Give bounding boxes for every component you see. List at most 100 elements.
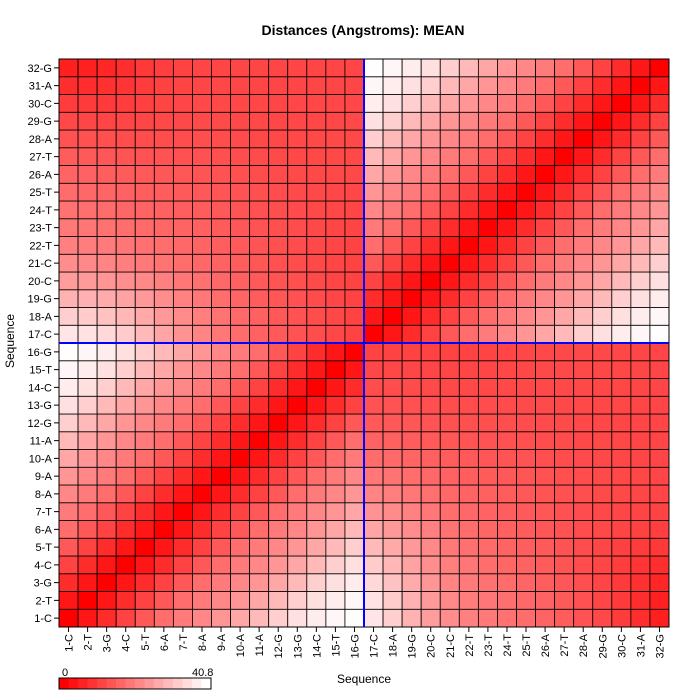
- heatmap-cell-25-T-5-T: [516, 537, 536, 557]
- heatmap-cell-29-G-26-A: [592, 165, 613, 184]
- heatmap-cell-18-A-23-T: [382, 218, 403, 237]
- heatmap-cell-7-T-16-G: [172, 342, 193, 362]
- heatmap-cell-22-T-6-A: [458, 520, 479, 539]
- heatmap-cell-17-C-20-C: [363, 271, 384, 291]
- heatmap-cell-17-C-28-A: [363, 129, 384, 149]
- heatmap-cell-8-A-17-C: [192, 324, 212, 344]
- heatmap-cell-14-C-32-G: [306, 58, 327, 78]
- heatmap-cell-11-A-23-T: [249, 218, 270, 237]
- heatmap-cell-7-T-30-C: [172, 94, 193, 113]
- heatmap-cell-24-T-9-A: [497, 466, 517, 486]
- heatmap-cell-23-T-2-T: [477, 591, 498, 610]
- heatmap-cell-1-C-11-A: [58, 431, 79, 450]
- heatmap-cell-16-G-11-A: [344, 431, 365, 450]
- heatmap-cell-14-C-10-A: [306, 449, 327, 468]
- heatmap-cell-30-C-18-A: [611, 307, 632, 326]
- heatmap-cell-4-C-24-T: [115, 200, 136, 220]
- heatmap-cell-30-C-23-T: [611, 218, 632, 237]
- x-tick-label: 31-A: [635, 633, 647, 657]
- heatmap-cell-2-T-1-C: [77, 608, 98, 628]
- heatmap-cell-24-T-4-C: [497, 555, 517, 575]
- heatmap-cell-9-A-10-A: [211, 449, 231, 468]
- x-tick-label: 30-C: [616, 634, 628, 658]
- heatmap-cell-3-G-21-C: [96, 253, 117, 273]
- y-tick-label: 7-T: [36, 507, 53, 519]
- heatmap-cell-21-C-6-A: [439, 520, 460, 539]
- heatmap-cell-29-G-30-C: [592, 94, 613, 113]
- heatmap-cell-28-A-3-G: [573, 573, 594, 592]
- heatmap-cell-23-T-18-A: [477, 307, 498, 326]
- heatmap-cell-9-A-20-C: [211, 271, 231, 291]
- heatmap-cell-13-G-16-G: [287, 342, 308, 362]
- heatmap-cell-15-T-4-C: [325, 555, 346, 575]
- heatmap-cell-20-C-5-T: [420, 537, 441, 557]
- heatmap-cell-8-A-14-C: [192, 378, 212, 397]
- heatmap-cell-12-G-17-C: [268, 324, 289, 344]
- heatmap-cell-7-T-5-T: [172, 537, 193, 557]
- heatmap-cell-14-C-24-T: [306, 200, 327, 220]
- heatmap-cell-19-G-20-C: [401, 271, 422, 291]
- heatmap-cell-2-T-30-C: [77, 94, 98, 113]
- heatmap-cell-15-T-25-T: [325, 182, 346, 202]
- heatmap-cell-3-G-18-A: [96, 307, 117, 326]
- heatmap-cell-14-C-4-C: [306, 555, 327, 575]
- heatmap-cell-7-T-24-T: [172, 200, 193, 220]
- heatmap-cell-17-C-6-A: [363, 520, 384, 539]
- heatmap-cell-22-T-15-T: [458, 360, 479, 379]
- heatmap-cell-32-G-15-T: [649, 360, 670, 379]
- heatmap-cell-22-T-28-A: [458, 129, 479, 149]
- heatmap-cell-32-G-8-A: [649, 484, 670, 504]
- heatmap-cell-19-G-8-A: [401, 484, 422, 504]
- heatmap-cell-32-G-3-G: [649, 573, 670, 592]
- heatmap-cell-27-T-24-T: [554, 200, 575, 220]
- heatmap-cell-31-A-9-A: [630, 466, 651, 486]
- heatmap-cell-7-T-21-C: [172, 253, 193, 273]
- heatmap-cell-25-T-27-T: [516, 147, 536, 166]
- heatmap-cell-2-T-21-C: [77, 253, 98, 273]
- heatmap-cell-24-T-12-G: [497, 413, 517, 433]
- heatmap-cell-25-T-25-T: [516, 182, 536, 202]
- heatmap-cell-5-T-17-C: [134, 324, 155, 344]
- heatmap-cell-22-T-24-T: [458, 200, 479, 220]
- heatmap-cell-4-C-8-A: [115, 484, 136, 504]
- heatmap-cell-30-C-28-A: [611, 129, 632, 149]
- heatmap-cell-18-A-9-A: [382, 466, 403, 486]
- heatmap-cell-23-T-3-G: [477, 573, 498, 592]
- heatmap-cell-25-T-15-T: [516, 360, 536, 379]
- heatmap-cell-26-A-32-G: [535, 58, 556, 78]
- heatmap-cell-11-A-13-G: [249, 395, 270, 415]
- heatmap-cell-13-G-32-G: [287, 58, 308, 78]
- heatmap-cell-29-G-22-T: [592, 236, 613, 255]
- heatmap-cell-11-A-21-C: [249, 253, 270, 273]
- heatmap-cell-32-G-32-G: [649, 58, 670, 78]
- heatmap-cell-6-A-1-C: [153, 608, 174, 628]
- colorbar-min-label: 0: [62, 667, 68, 679]
- colorbar-border: [58, 677, 212, 690]
- heatmap-cell-26-A-30-C: [535, 94, 556, 113]
- heatmap-cell-16-G-1-C: [344, 608, 365, 628]
- heatmap-cell-23-T-31-A: [477, 76, 498, 95]
- heatmap-cell-17-C-14-C: [363, 378, 384, 397]
- colorbar-swatch: [125, 678, 136, 689]
- heatmap-cell-18-A-11-A: [382, 431, 403, 450]
- heatmap-cell-16-G-27-T: [344, 147, 365, 166]
- heatmap-cell-18-A-22-T: [382, 236, 403, 255]
- heatmap-cell-14-C-26-A: [306, 165, 327, 184]
- heatmap-cell-10-A-5-T: [230, 537, 251, 557]
- heatmap-cell-15-T-28-A: [325, 129, 346, 149]
- y-tick-label: 12-G: [28, 418, 52, 430]
- heatmap-cell-32-G-21-C: [649, 253, 670, 273]
- heatmap-cell-24-T-16-G: [497, 342, 517, 362]
- heatmap-cell-32-G-22-T: [649, 236, 670, 255]
- heatmap-cell-19-G-30-C: [401, 94, 422, 113]
- heatmap-cell-11-A-31-A: [249, 76, 270, 95]
- heatmap-cell-19-G-14-C: [401, 378, 422, 397]
- heatmap-cell-13-G-17-C: [287, 324, 308, 344]
- heatmap-cell-5-T-28-A: [134, 129, 155, 149]
- heatmap-cell-12-G-23-T: [268, 218, 289, 237]
- heatmap-cell-12-G-1-C: [268, 608, 289, 628]
- heatmap-cell-19-G-16-G: [401, 342, 422, 362]
- heatmap-cell-19-G-23-T: [401, 218, 422, 237]
- heatmap-cell-27-T-32-G: [554, 58, 575, 78]
- heatmap-cell-26-A-3-G: [535, 573, 556, 592]
